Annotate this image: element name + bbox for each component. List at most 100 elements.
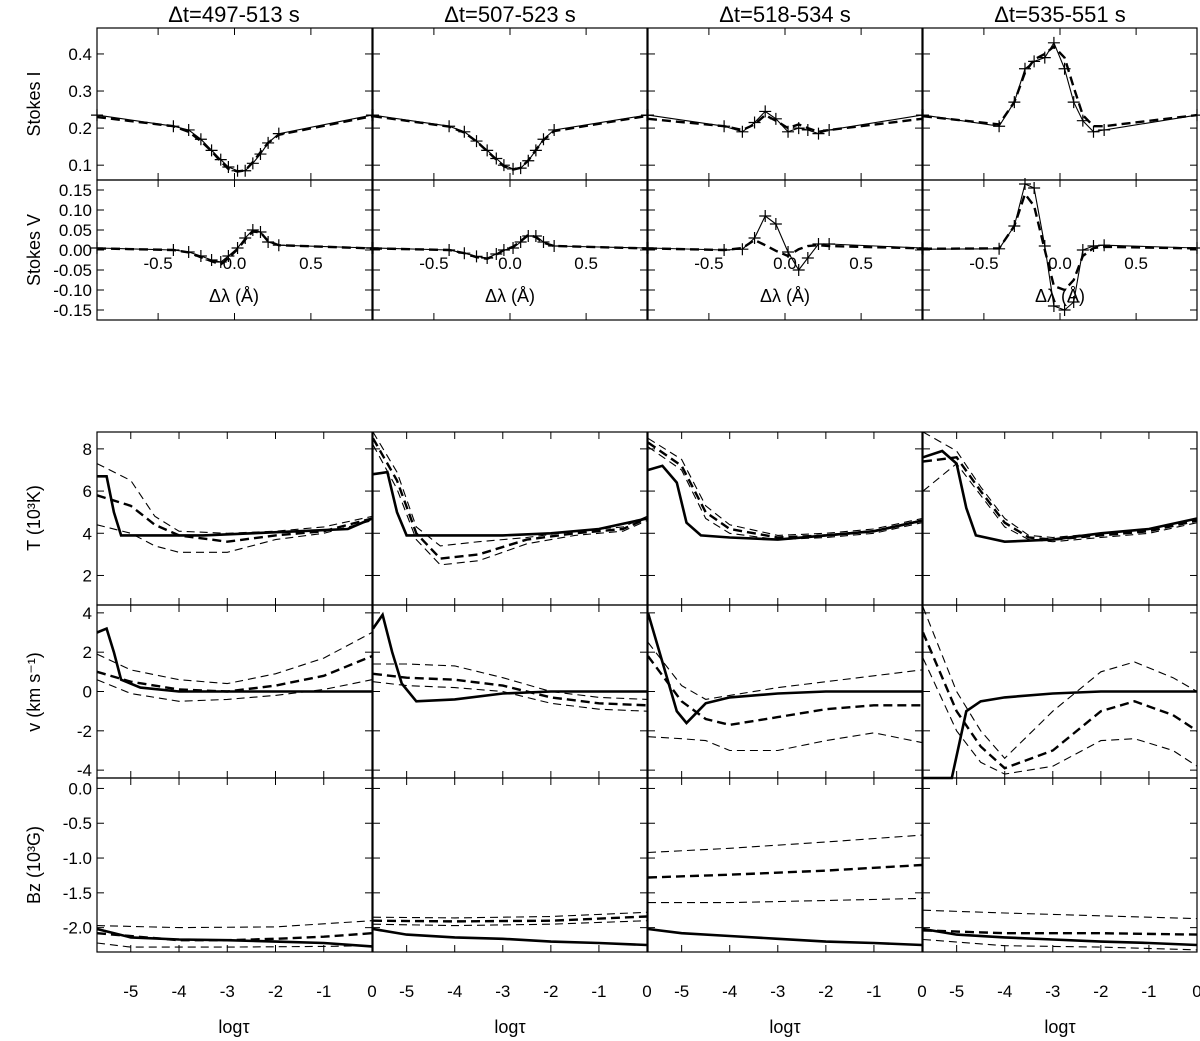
velocity-lower-line [647,732,923,752]
bz-mean-line [372,915,648,923]
y-tick-label: -0.10 [53,281,92,300]
panel-frame [96,431,373,606]
observed-point [548,240,561,252]
observed-point [1018,178,1031,190]
velocity-upper-line [373,663,648,700]
x-tick-label: -1 [866,982,881,1001]
observed-point [470,250,483,263]
x-tick-label: -5 [123,982,138,1001]
observed-point [254,226,267,238]
y-tick-label: 0.00 [59,241,92,260]
y-tick-label: 6 [83,482,92,501]
x-tick-label: 0 [917,982,926,1001]
wavelength-axis-label: Δλ (Å) [209,286,259,306]
y-tick-label: 0.3 [68,82,92,101]
observed-point [823,123,836,136]
observed-point [548,123,561,136]
observed-point [1191,242,1200,254]
observed-point [1098,123,1111,136]
observed-point [782,246,795,258]
observed-point [1038,51,1051,64]
observed-point [1028,55,1041,68]
observed-point [167,120,180,133]
stokes-v-observed-line [96,229,373,263]
y-tick-label: -0.05 [53,261,92,280]
y-tick-label: -0.15 [53,301,92,320]
observed-point [769,112,782,125]
observed-point [246,157,259,170]
x-tick-label: -3 [1045,982,1060,1001]
observed-point [443,244,456,256]
bz-mean-line [96,932,373,942]
observed-point [792,122,805,135]
observed-point [367,242,379,254]
bz-upper-line [372,911,648,919]
stokes-i-observed-line [96,114,373,172]
y-tick-label: 4 [83,604,92,623]
stokes-v-axis-label: Stokes V [24,214,44,286]
observed-point [782,125,795,138]
temperature-model-line [922,449,1198,544]
observed-point [1018,62,1031,75]
x-tick-label: 0.5 [574,254,598,273]
temperature-upper-line [96,463,373,534]
x-tick-label: -4 [722,982,737,1001]
x-tick-label: -0.5 [969,254,998,273]
y-tick-label: 2 [83,643,92,662]
observed-point [1047,36,1060,49]
observed-point [514,162,527,175]
stokes-i-fit-line [96,115,373,173]
observed-point [812,127,825,140]
stokes-v-fit-line [922,191,1198,292]
logtau-axis-label: logτ [494,1017,525,1037]
x-tick-label: -2 [268,982,283,1001]
logtau-axis-label: logτ [769,1017,800,1037]
observed-point [91,242,103,254]
velocity-lower-line [372,681,648,712]
x-tick-label: -3 [495,982,510,1001]
observed-point [529,144,542,157]
temperature-upper-line [647,437,923,536]
observed-point [1098,239,1111,252]
bz-upper-line [647,834,923,854]
observed-point [801,252,814,264]
temperature-mean-line [922,456,1198,541]
observed-point [642,242,654,254]
y-tick-label: 2 [83,566,92,585]
x-tick-label: -0.5 [143,254,172,273]
x-tick-label: -0.5 [694,254,723,273]
x-tick-label: -4 [447,982,462,1001]
x-tick-label: -2 [818,982,833,1001]
observed-point [801,123,814,136]
panel-frame [647,777,923,953]
x-tick-label: -2 [543,982,558,1001]
observed-point [748,232,761,244]
observed-point [214,153,227,166]
x-tick-label: -3 [770,982,785,1001]
temperature-model-line [647,464,923,541]
y-tick-label: 8 [83,440,92,459]
observed-point [205,144,218,157]
velocity-mean-line [921,632,1198,770]
observed-point [262,236,275,248]
observed-point [1076,114,1089,127]
stokes-i-observed-line [372,114,648,170]
observed-point [497,244,510,256]
velocity-mean-line [647,655,922,727]
temperature-mean-line [371,437,648,560]
observed-point [917,109,929,122]
plot-layer: 0.10.20.30.40.150.100.050.00-0.05-0.10-0… [53,27,1200,1001]
bz-mean-line [922,929,1198,936]
observed-point [642,109,654,122]
observed-point [272,127,285,140]
bz-lower-line [648,897,923,904]
observed-point [1047,300,1060,312]
y-tick-label: 0.0 [68,779,92,798]
column-titles: Δt=497-513 s Δt=507-523 s Δt=518-534 s Δ… [168,2,1126,27]
panel-frame [922,431,1198,606]
bz-model-line [372,927,648,947]
x-tick-label: 0.0 [498,254,522,273]
observed-point [507,242,520,254]
observed-point [537,133,550,146]
